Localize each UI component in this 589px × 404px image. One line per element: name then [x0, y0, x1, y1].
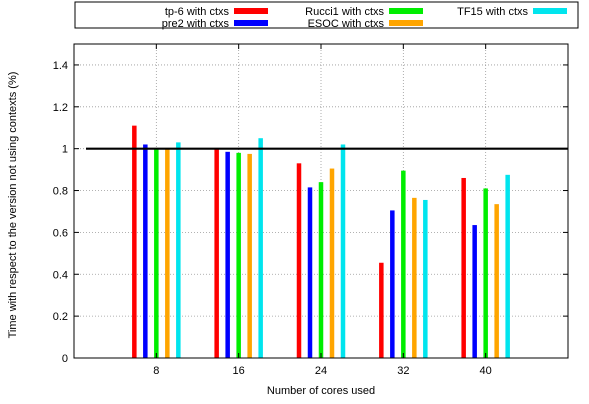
legend-swatch [389, 8, 423, 14]
bar-esoc-8 [165, 148, 170, 358]
bar-rucci1-40 [483, 188, 488, 358]
bars [132, 125, 510, 358]
bar-rucci1-8 [154, 148, 159, 358]
y-tick-label: 0.8 [53, 186, 68, 198]
legend-label: pre2 with ctxs [162, 18, 230, 30]
bar-pre2-32 [390, 210, 395, 358]
y-tick-label: 0 [62, 353, 68, 365]
legend-swatch [533, 8, 567, 14]
x-tick-label: 8 [153, 365, 159, 377]
bar-tf15-32 [423, 199, 428, 358]
bar-pre2-24 [307, 187, 313, 358]
bar-tp-6-32 [379, 262, 384, 358]
bar-tp-6-24 [296, 163, 302, 358]
legend-label: tp-6 with ctxs [165, 6, 230, 18]
bar-rucci1-32 [401, 170, 406, 358]
bar-pre2-40 [472, 225, 477, 358]
bar-rucci1-24 [318, 182, 324, 358]
x-tick-label: 40 [480, 365, 492, 377]
legend-label: ESOC with ctxs [308, 18, 385, 30]
bar-tp-6-40 [461, 177, 466, 358]
bar-rucci1-16 [236, 152, 241, 358]
y-axis-ticks: 0 0.2 0.4 0.6 0.8 1 1.2 1.4 [53, 60, 568, 365]
legend-label: TF15 with ctxs [457, 6, 528, 18]
y-tick-label: 1.2 [53, 102, 68, 114]
y-tick-label: 0.2 [53, 311, 68, 323]
x-tick-label: 24 [315, 365, 327, 377]
x-tick-label: 32 [397, 365, 409, 377]
legend-swatch [234, 8, 268, 14]
bar-pre2-8 [143, 144, 148, 358]
y-tick-label: 0.6 [53, 227, 68, 239]
x-tick-label: 16 [233, 365, 245, 377]
bar-esoc-40 [494, 204, 499, 358]
legend-swatch [234, 20, 268, 26]
bar-tf15-24 [340, 144, 346, 358]
bar-tf15-8 [176, 142, 181, 358]
legend-box [74, 1, 579, 29]
legend-swatch [389, 20, 423, 26]
y-tick-label: 0.4 [53, 269, 68, 281]
bar-tp-6-8 [132, 125, 137, 358]
bar-tf15-40 [505, 174, 510, 358]
legend-label: Rucci1 with ctxs [305, 6, 384, 18]
bar-tp-6-16 [214, 148, 219, 358]
y-axis-label: Time with respect to the version not usi… [7, 72, 19, 339]
x-axis-ticks: 8 16 24 32 40 [153, 44, 492, 377]
y-tick-label: 1.4 [53, 60, 68, 72]
x-axis-label: Number of cores used [267, 385, 375, 397]
bar-esoc-24 [329, 168, 335, 358]
bar-tf15-16 [258, 138, 263, 358]
bar-esoc-32 [412, 197, 417, 358]
y-tick-label: 1 [62, 144, 68, 156]
bar-pre2-16 [225, 151, 230, 358]
bar-esoc-16 [247, 153, 252, 358]
